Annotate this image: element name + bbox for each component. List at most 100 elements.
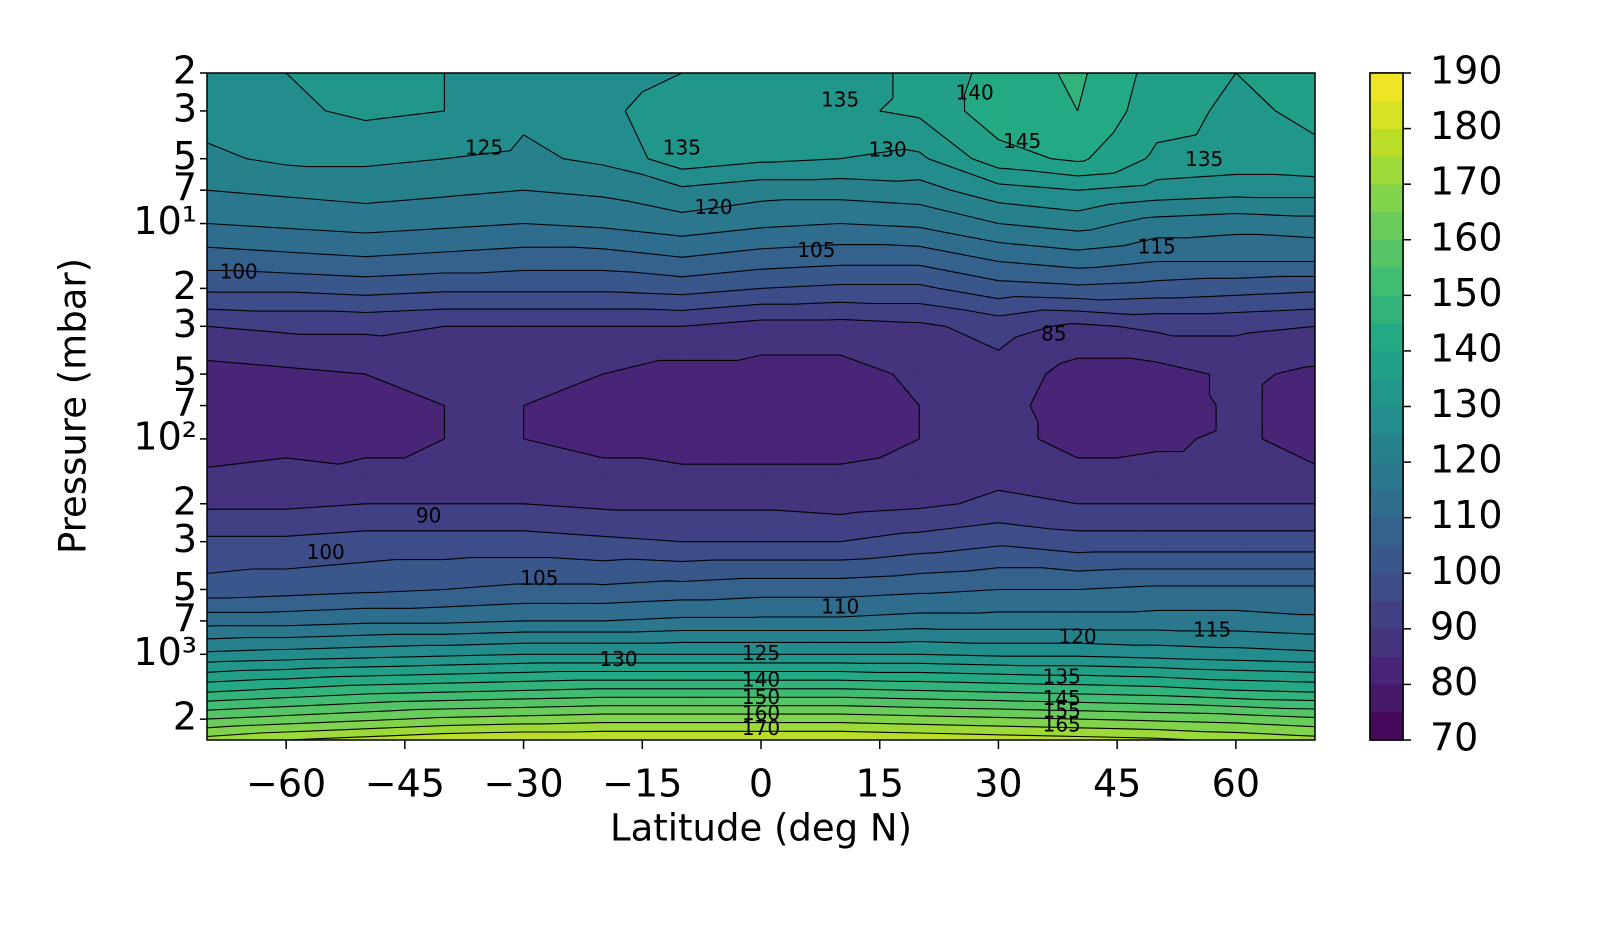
y-tick-label: 2 — [173, 479, 197, 523]
contour-label: 145 — [1003, 129, 1041, 153]
contour-line — [286, 730, 1197, 740]
colorbar-tick-label: 70 — [1430, 716, 1478, 760]
contour-label: 130 — [599, 647, 637, 671]
contour-label: 150 — [742, 685, 780, 709]
colorbar-band — [1369, 183, 1404, 213]
contour-line — [207, 722, 1315, 738]
y-tick-label: 5 — [173, 134, 197, 178]
contour-fill — [839, 261, 920, 266]
contour-label: 105 — [520, 566, 558, 590]
y-tick-label: 5 — [173, 350, 197, 394]
colorbar-tick-label: 170 — [1430, 160, 1503, 204]
y-tick-label: 10¹ — [133, 199, 197, 243]
colorbar-band — [1369, 656, 1404, 685]
contour-line — [207, 713, 1315, 729]
colorbar-band — [1369, 239, 1404, 268]
contour-label: 130 — [869, 137, 907, 161]
contour-label: 140 — [956, 80, 994, 104]
colorbar-band — [1369, 711, 1404, 741]
contour-line — [207, 283, 1315, 575]
contour-label: 135 — [1043, 665, 1081, 689]
colorbar-band — [1369, 322, 1404, 352]
contour-label: 100 — [307, 540, 345, 564]
contour-line — [207, 688, 1315, 702]
contour-label: 85 — [1041, 322, 1066, 346]
contour-label: 115 — [1138, 235, 1176, 259]
colorbar-tick-label: 110 — [1430, 493, 1503, 537]
contour-fill — [207, 503, 287, 510]
contour-line — [207, 134, 1315, 653]
colorbar-tick-label: 180 — [1430, 104, 1503, 148]
colorbar-band — [1369, 72, 1404, 102]
contour-line — [207, 705, 1315, 720]
contour-label: 105 — [797, 238, 835, 262]
colorbar-band — [1369, 156, 1404, 185]
colorbar-band — [1369, 545, 1404, 574]
contour-line — [207, 73, 1315, 683]
y-tick-label: 7 — [173, 381, 197, 425]
contour-label: 115 — [1193, 618, 1231, 642]
contour-label: 155 — [1043, 698, 1081, 722]
colorbar-tick-label: 160 — [1430, 215, 1503, 259]
contour-label: 135 — [1185, 147, 1223, 171]
colorbar-tick-label: 80 — [1430, 660, 1478, 704]
colorbar-band — [1369, 350, 1404, 379]
colorbar-tick-label: 90 — [1430, 604, 1478, 648]
x-tick-label: 0 — [749, 762, 773, 806]
colorbar-band — [1369, 434, 1404, 463]
contour-line — [207, 244, 1315, 613]
colorbar-band — [1369, 295, 1404, 324]
x-tick-label: 45 — [1093, 762, 1141, 806]
contour-line — [207, 696, 1315, 711]
contour-fill — [207, 620, 287, 627]
contour-label: 165 — [1043, 712, 1081, 736]
contour-line — [207, 318, 1315, 516]
contour-label: 90 — [416, 503, 441, 527]
y-tick-label: 2 — [173, 264, 197, 308]
colorbar-tick-label: 120 — [1430, 438, 1503, 482]
contour-line — [207, 222, 1315, 627]
colorbar-tick-label: 190 — [1430, 49, 1503, 93]
contour-line — [207, 189, 1315, 640]
y-axis-label: Pressure (mbar) — [52, 258, 95, 554]
x-tick-label: 60 — [1212, 762, 1260, 806]
colorbar-band — [1369, 406, 1404, 435]
colorbar-tick-label: 100 — [1430, 549, 1503, 593]
contour-label: 145 — [1043, 686, 1081, 710]
contour-fill — [602, 713, 683, 720]
contour-label: 125 — [742, 641, 780, 665]
y-tick-label: 2 — [173, 695, 197, 739]
colorbar-band — [1369, 378, 1404, 407]
x-axis-label: Latitude (deg N) — [610, 807, 912, 850]
contour-label: 110 — [821, 595, 859, 619]
colorbar-band — [1369, 461, 1404, 491]
y-tick-label: 3 — [173, 86, 197, 130]
colorbar-band — [1369, 128, 1404, 157]
contour-label: 120 — [1058, 624, 1096, 648]
colorbar-band — [1369, 573, 1404, 602]
contour-label: 140 — [742, 667, 780, 691]
x-tick-label: −30 — [483, 762, 563, 806]
contour-fill — [207, 535, 287, 543]
colorbar-band — [1369, 517, 1404, 546]
x-tick-label: −45 — [365, 762, 445, 806]
contour-line — [207, 73, 1315, 663]
x-tick-label: −15 — [602, 762, 682, 806]
contour-label: 135 — [821, 88, 859, 112]
contour-label: 135 — [663, 135, 701, 159]
contour-line — [207, 354, 1315, 468]
colorbar-tick-label: 150 — [1430, 271, 1503, 315]
y-tick-label: 10² — [133, 414, 197, 458]
contour-line — [207, 73, 1315, 693]
x-tick-label: 30 — [974, 762, 1022, 806]
y-tick-label: 10³ — [133, 630, 197, 674]
contour-fill — [207, 287, 287, 293]
y-tick-label: 5 — [173, 565, 197, 609]
y-tick-label: 7 — [173, 166, 197, 210]
x-tick-label: −60 — [246, 762, 326, 806]
contour-label: 170 — [742, 716, 780, 740]
colorbar-band — [1369, 267, 1404, 296]
x-tick-label: 15 — [856, 762, 904, 806]
colorbar-band — [1369, 211, 1404, 240]
